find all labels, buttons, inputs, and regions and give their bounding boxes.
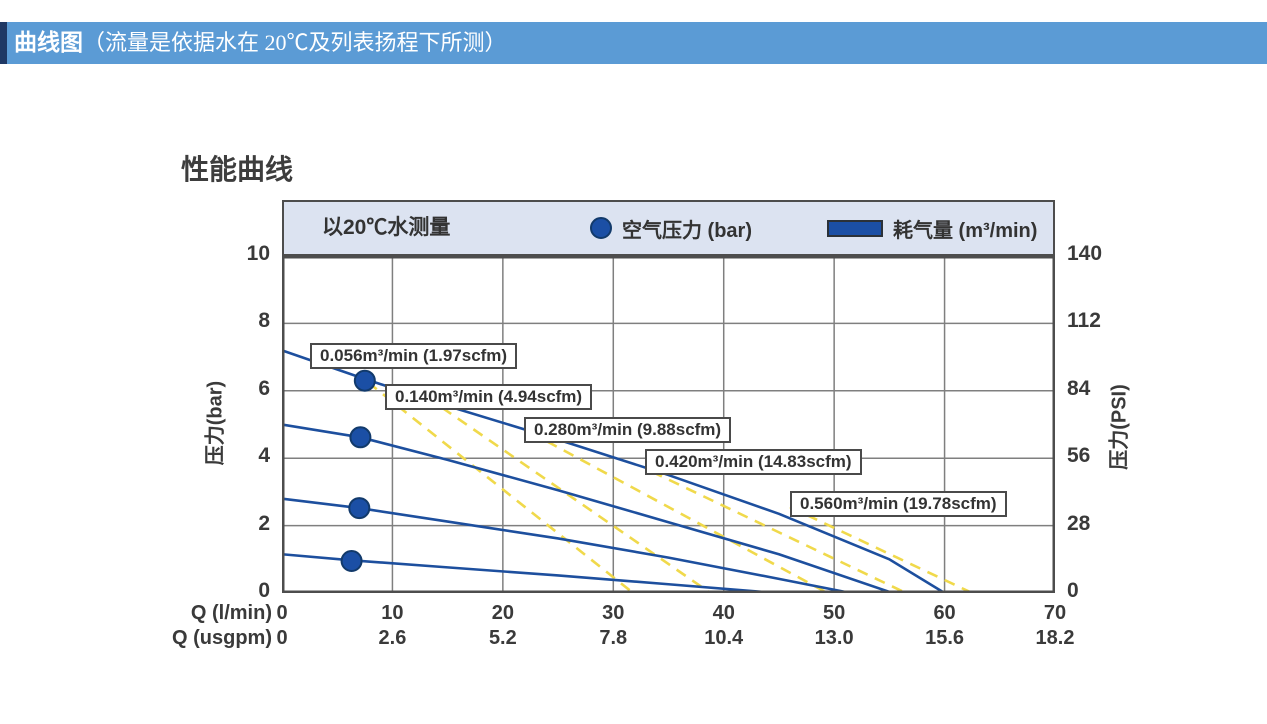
header-title-rest: （流量是依据水在 20℃及列表扬程下所测） xyxy=(83,30,507,55)
curve-label-box: 0.560m³/min (19.78scfm) xyxy=(790,491,1007,517)
section-title: 性能曲线 xyxy=(181,154,294,185)
air-pressure-dot xyxy=(348,497,371,520)
x-tick-usgpm: 13.0 xyxy=(814,627,854,649)
air-pressure-dot xyxy=(353,369,376,392)
y-tick-psi: 140 xyxy=(1067,242,1103,265)
y-tick-psi: 112 xyxy=(1067,309,1101,333)
pressure-curve-4 xyxy=(282,552,776,593)
x-tick-lmin: 30 xyxy=(602,602,625,624)
x-tick-lmin: 0 xyxy=(276,602,288,624)
curve-label-box: 0.280m³/min (9.88scfm) xyxy=(524,417,732,443)
x-tick-usgpm: 2.6 xyxy=(378,627,407,649)
header-title-bold: 曲线图 xyxy=(14,30,83,55)
header-accent-edge xyxy=(0,22,7,64)
air-consumption-line xyxy=(367,381,634,593)
x-axis-name-usgpm: Q (usgpm) xyxy=(172,627,272,649)
legend-air-pressure-label: 空气压力 (bar) xyxy=(622,219,752,242)
x-tick-usgpm: 18.2 xyxy=(1035,627,1075,649)
x-axis-name-lmin: Q (l/min) xyxy=(190,602,272,624)
pressure-curve-1 xyxy=(282,349,946,593)
x-tick-lmin: 60 xyxy=(933,602,956,624)
legend-air-consumption-label: 耗气量 (m³/min) xyxy=(893,219,1038,242)
plot-border xyxy=(282,256,1055,593)
air-consumption-bar-icon xyxy=(827,219,883,237)
air-consumption-line xyxy=(789,505,973,593)
x-tick-lmin: 40 xyxy=(712,602,735,624)
legend-item-air-consumption: 耗气量 (m³/min) xyxy=(827,202,1037,254)
air-pressure-dot xyxy=(340,549,363,572)
air-consumption-line xyxy=(651,470,907,593)
y-tick-psi: 56 xyxy=(1067,444,1091,468)
curve-label-box: 0.056m³/min (1.97scfm) xyxy=(310,343,518,369)
x-tick-usgpm: 10.4 xyxy=(704,627,744,649)
y-tick-bar: 6 xyxy=(258,376,270,400)
header-title: 曲线图（流量是依据水在 20℃及列表扬程下所测） xyxy=(14,22,507,64)
air-consumption-line xyxy=(546,440,829,593)
legend-item-air-pressure: 空气压力 (bar) xyxy=(590,202,752,254)
y-tick-bar: 8 xyxy=(258,309,270,333)
air-consumption-line xyxy=(441,406,712,593)
x-tick-usgpm: 5.2 xyxy=(488,627,517,649)
x-tick-usgpm: 7.8 xyxy=(599,627,628,649)
chart-legend: 以20℃水测量 空气压力 (bar) 耗气量 (m³/min) xyxy=(282,200,1055,256)
legend-measure-note: 以20℃水测量 xyxy=(322,216,451,239)
x-tick-lmin: 70 xyxy=(1043,602,1067,624)
curve-label-box: 0.420m³/min (14.83scfm) xyxy=(645,449,862,475)
air-pressure-dot xyxy=(349,426,372,449)
curve-label-box: 0.140m³/min (4.94scfm) xyxy=(385,384,593,410)
y-tick-bar: 0 xyxy=(258,579,270,602)
y-tick-psi: 0 xyxy=(1067,579,1079,602)
x-tick-lmin: 10 xyxy=(381,602,404,624)
x-tick-usgpm: 0 xyxy=(276,627,288,649)
performance-plot xyxy=(282,256,1055,593)
x-tick-lmin: 50 xyxy=(823,602,846,624)
x-tick-usgpm: 15.6 xyxy=(925,627,965,649)
air-pressure-dot-icon xyxy=(590,217,612,239)
y-tick-bar: 2 xyxy=(258,511,270,535)
y-tick-psi: 28 xyxy=(1067,511,1091,535)
y-tick-bar: 10 xyxy=(246,242,270,265)
y-tick-psi: 84 xyxy=(1067,376,1091,400)
header-bar: 曲线图（流量是依据水在 20℃及列表扬程下所测） xyxy=(0,22,1267,64)
y-tick-bar: 4 xyxy=(258,444,270,468)
x-tick-lmin: 20 xyxy=(491,602,514,624)
